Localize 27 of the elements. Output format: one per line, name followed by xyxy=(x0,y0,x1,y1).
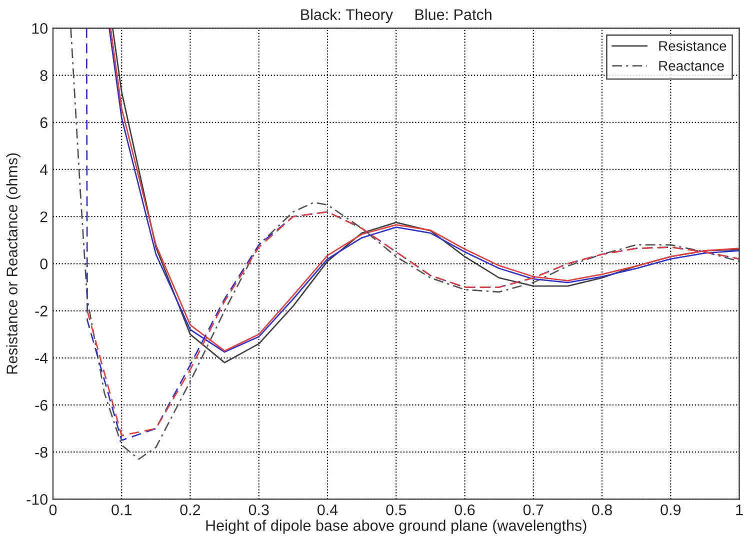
x-tick-label: 0.7 xyxy=(523,504,544,516)
y-tick-label: -8 xyxy=(35,446,48,458)
y-tick-label: -4 xyxy=(35,352,48,364)
y-tick-label: -2 xyxy=(35,306,48,316)
legend-label: Resistance xyxy=(659,40,726,51)
x-tick-label: 1 xyxy=(736,504,743,516)
x-axis-title: Height of dipole base above ground plane (wavelengths) xyxy=(206,520,586,534)
x-tick-label: 0.8 xyxy=(592,504,612,516)
y-tick-label: 10 xyxy=(32,23,48,34)
legend-label: Reactance xyxy=(659,61,724,71)
x-tick-label: 0.4 xyxy=(317,504,338,516)
y-tick-label: 2 xyxy=(40,211,48,222)
y-axis-title: Resistance or Reactance (ohms) xyxy=(6,153,20,374)
y-tick-label: 0 xyxy=(40,258,48,270)
x-tick-label: 0.1 xyxy=(112,504,132,516)
y-tick-label: -10 xyxy=(26,494,48,505)
y-tick-label: 6 xyxy=(40,117,48,128)
y-tick-label: 4 xyxy=(40,164,48,176)
x-tick-label: 0.3 xyxy=(248,504,269,516)
chart-title: Black: Theory Blue: Patch xyxy=(301,8,492,24)
y-tick-label: 8 xyxy=(40,70,48,81)
y-tick-label: -6 xyxy=(35,400,48,411)
x-tick-label: 0.2 xyxy=(180,504,200,516)
x-tick-label: 0.6 xyxy=(454,504,475,516)
x-tick-label: 0.9 xyxy=(660,504,681,516)
x-tick-label: 0.5 xyxy=(386,504,406,516)
x-tick-label: 0 xyxy=(49,504,57,516)
